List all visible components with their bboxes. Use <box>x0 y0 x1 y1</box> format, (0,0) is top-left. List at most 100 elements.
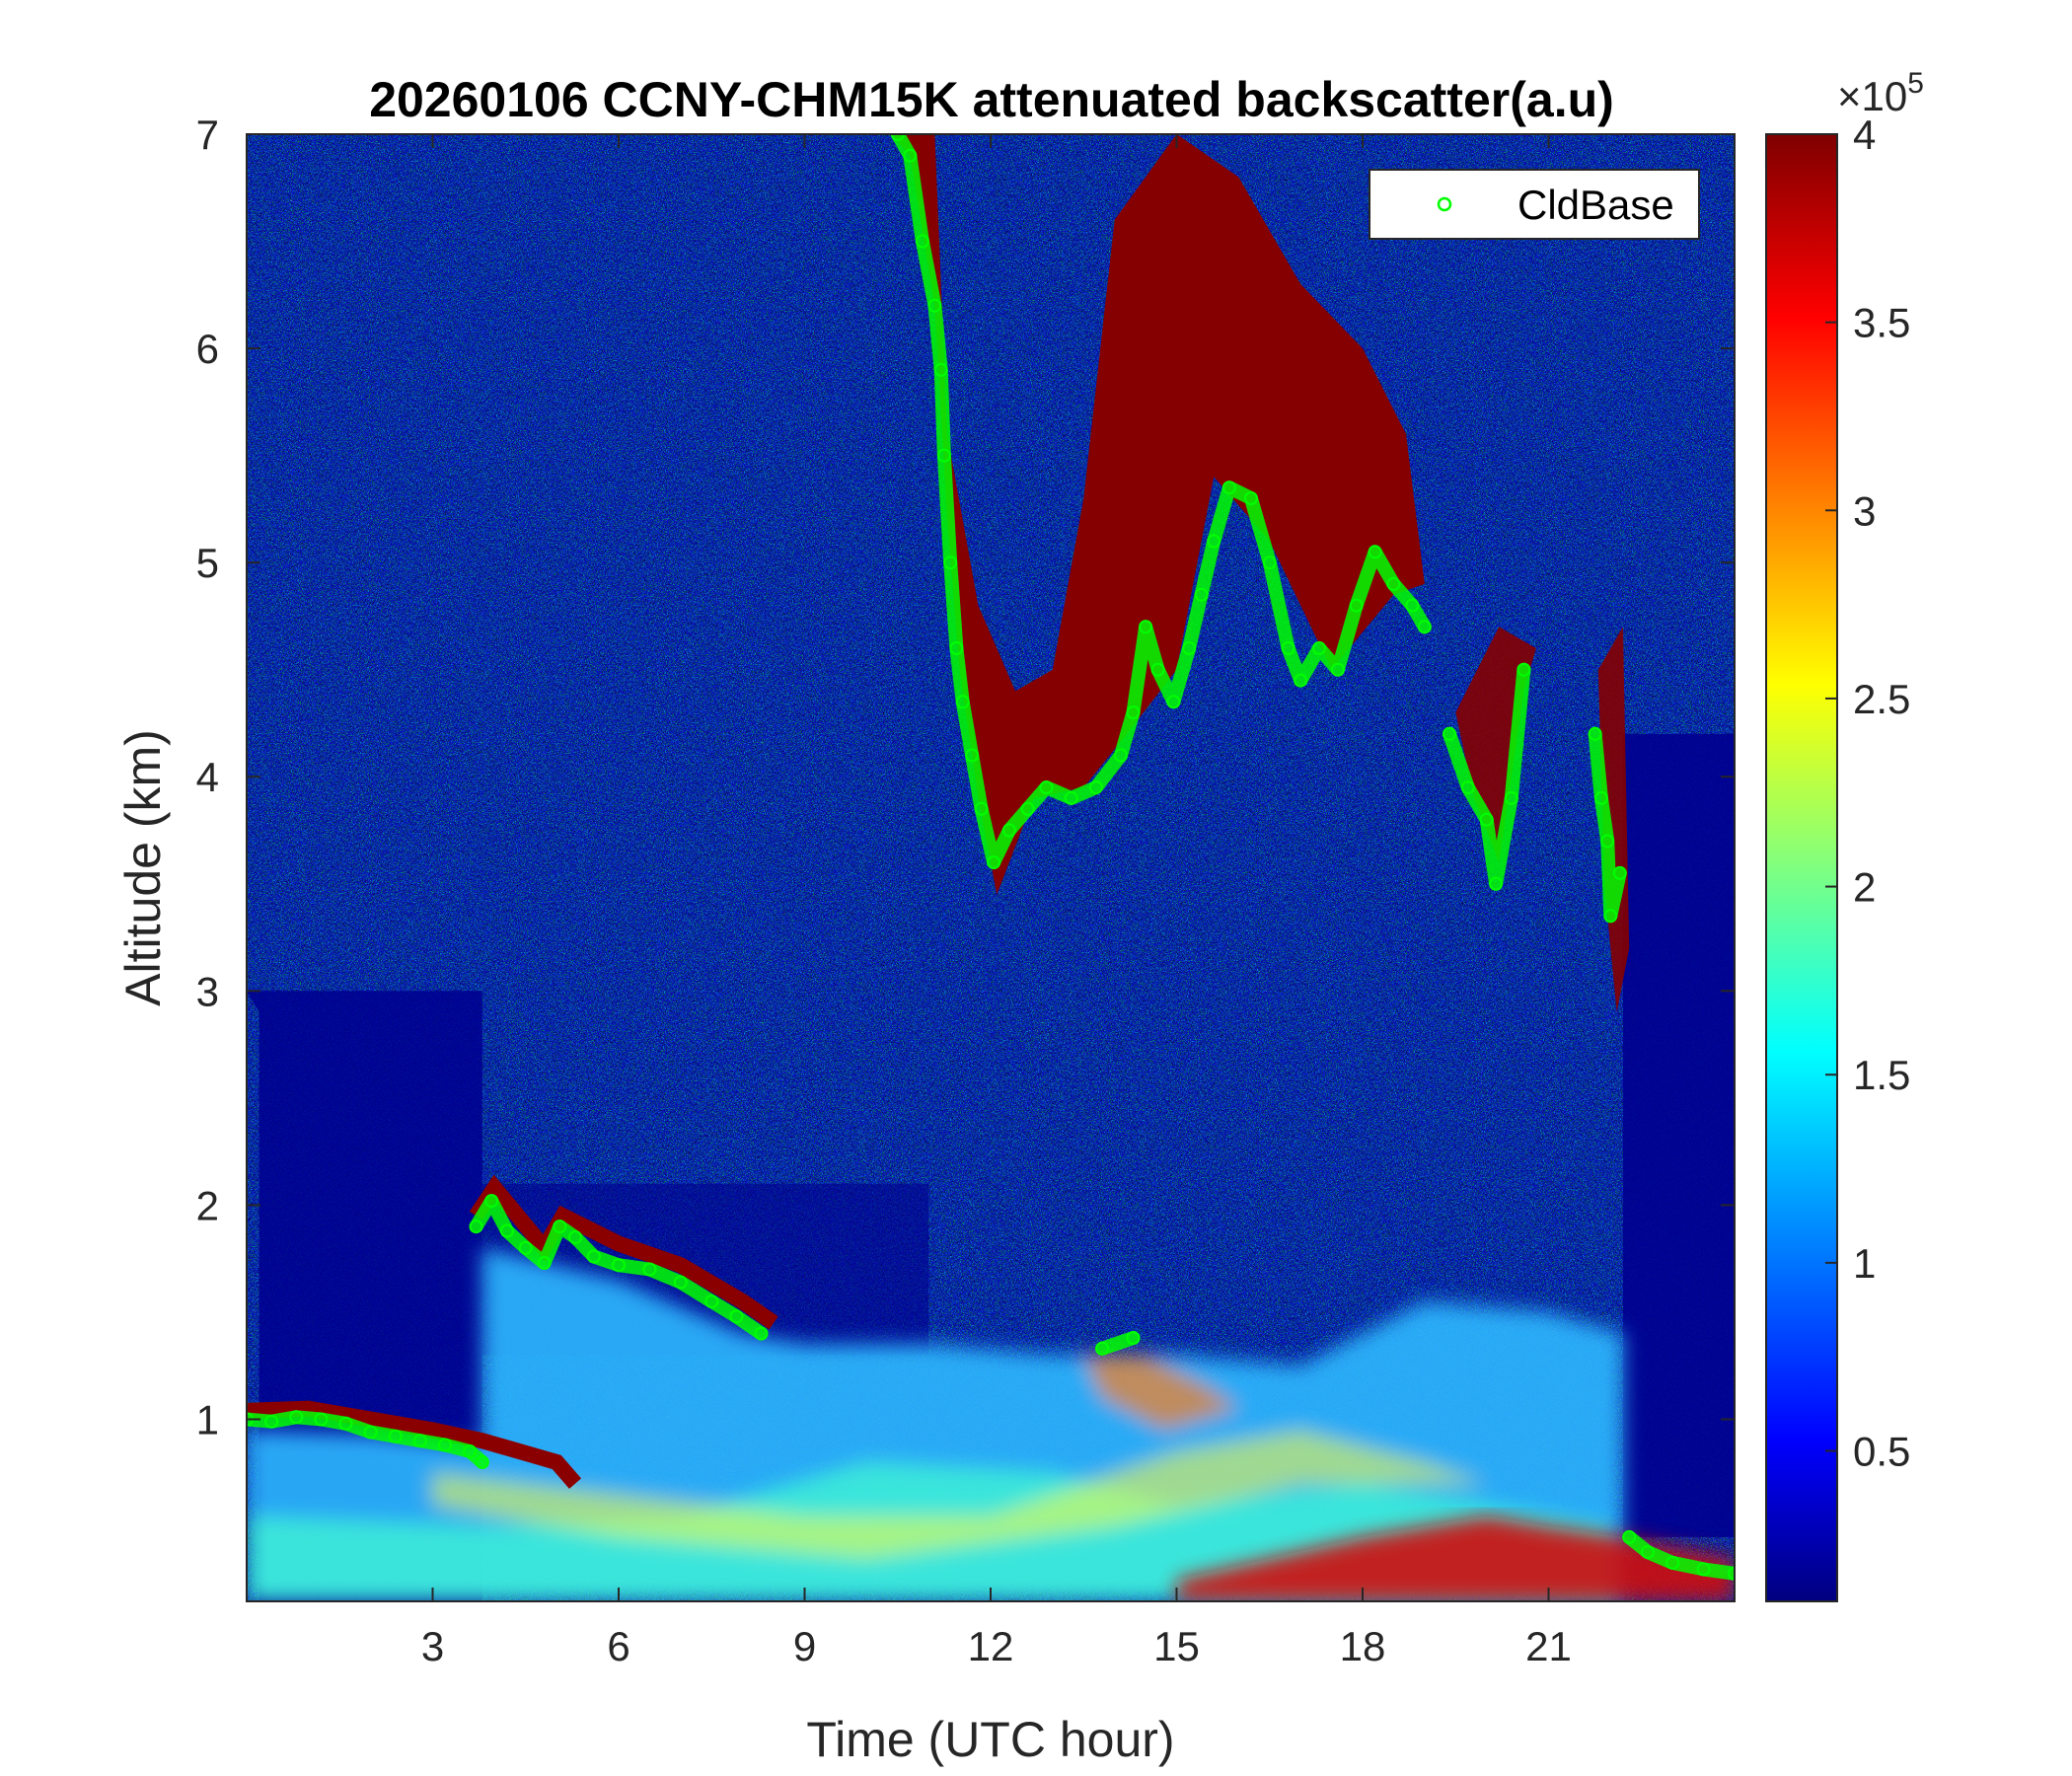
cldbase-point <box>612 1258 626 1273</box>
y-tick-label: 4 <box>196 754 219 800</box>
heatmap-cloud-patch-b <box>1597 627 1630 1012</box>
cldbase-point <box>1088 780 1103 795</box>
cldbase-point <box>1166 695 1181 709</box>
colorbar-ticks: 0.5 1 1.5 2 2.5 3 3.5 4 <box>1825 111 1910 1474</box>
cldbase-point <box>943 555 958 570</box>
heatmap-cloud-high <box>891 134 1425 895</box>
cldbase-point <box>438 1438 453 1452</box>
x-tick-label: 21 <box>1525 1623 1572 1669</box>
cldbase-point <box>1349 598 1364 613</box>
cldbase-point <box>1262 555 1277 570</box>
cldbase-point <box>1095 1341 1110 1356</box>
heatmap-cloud-mid <box>469 1174 778 1330</box>
cldbase-point <box>642 1262 657 1277</box>
cldbase-point <box>1417 620 1432 634</box>
colorbar: 0.5 1 1.5 2 2.5 3 3.5 4 ×105 <box>1765 67 1924 1602</box>
cldbase-point <box>1641 1545 1655 1560</box>
cldbase-point <box>729 1309 744 1324</box>
cldbase-point <box>1405 598 1420 613</box>
colorbar-multiplier-exponent: 5 <box>1907 67 1924 100</box>
cldbase-point <box>1696 1562 1711 1577</box>
cldbase-trace <box>890 134 1432 870</box>
cldbase-point <box>936 448 951 463</box>
cldbase-point <box>1126 1331 1141 1345</box>
cldbase-point <box>1665 1555 1680 1570</box>
cldbase-point <box>915 234 929 249</box>
cldbase-point <box>754 1326 769 1341</box>
colorbar-tick-label: 2.5 <box>1853 676 1910 722</box>
cldbase-segment <box>469 1194 769 1341</box>
cldbase-point <box>1114 748 1128 763</box>
cldbase-point <box>933 362 948 377</box>
cldbase-point <box>499 1223 514 1238</box>
cldbase-point <box>338 1416 353 1431</box>
cldbase-point <box>1221 481 1236 495</box>
y-tick-label: 6 <box>196 326 219 372</box>
cldbase-point <box>927 298 942 313</box>
cldbase-point <box>289 1410 304 1425</box>
x-tick-label: 3 <box>421 1623 444 1669</box>
heatmap-low-signal-right <box>1622 733 1735 1537</box>
cldbase-series <box>247 134 1735 1581</box>
heatmap-cloud-low <box>247 1400 582 1489</box>
cldbase-trace <box>1588 726 1627 924</box>
cldbase-point <box>955 695 970 709</box>
cldbase-point <box>1386 576 1401 591</box>
cldbase-trace <box>247 1410 489 1469</box>
y-tick-label: 5 <box>196 540 219 586</box>
x-axis-title: Time (UTC hour) <box>806 1712 1174 1767</box>
cldbase-point <box>1460 780 1475 795</box>
colorbar-tick-label: 4 <box>1853 111 1876 158</box>
y-axis-ticks: 1 2 3 4 5 6 7 <box>196 111 1735 1443</box>
cldbase-point <box>1443 726 1456 741</box>
x-tick-label: 9 <box>793 1623 816 1669</box>
cldbase-point <box>1182 641 1197 655</box>
cldbase-segment <box>1095 1331 1141 1356</box>
cldbase-point <box>1517 662 1531 677</box>
heatmap-surface-layer <box>1176 1516 1735 1601</box>
cldbase-point <box>1126 705 1141 720</box>
cldbase-point <box>1001 823 1016 838</box>
cldbase-point <box>314 1412 329 1427</box>
legend-marker-icon <box>1437 196 1452 212</box>
cldbase-point <box>1368 545 1382 559</box>
cldbase-point <box>1139 620 1153 634</box>
cldbase-point <box>903 148 918 163</box>
cldbase-point <box>987 855 1001 870</box>
cldbase-segment <box>1622 1529 1735 1581</box>
cldbase-point <box>1281 641 1295 655</box>
cldbase-point <box>1479 812 1494 827</box>
cldbase-point <box>1600 834 1615 849</box>
colorbar-tick-label: 1.5 <box>1853 1052 1910 1098</box>
legend-entry-cldbase: CldBase <box>1517 182 1674 228</box>
cldbase-segment <box>1443 662 1531 891</box>
cldbase-point <box>974 801 989 816</box>
y-tick-label: 2 <box>196 1182 219 1228</box>
legend: CldBase <box>1369 169 1700 240</box>
y-tick-label: 3 <box>196 968 219 1014</box>
cldbase-point <box>1312 641 1326 655</box>
cldbase-point <box>412 1434 427 1448</box>
cldbase-point <box>1588 726 1602 741</box>
cldbase-point <box>1504 790 1518 805</box>
x-tick-label: 15 <box>1153 1623 1200 1669</box>
x-axis-ticks: 3 6 9 12 15 18 21 <box>421 134 1572 1669</box>
cldbase-point <box>1294 673 1308 688</box>
cldbase-point <box>965 748 980 763</box>
cldbase-point <box>1622 1529 1637 1544</box>
cldbase-point <box>1020 801 1035 816</box>
y-tick-label: 1 <box>196 1396 219 1443</box>
cldbase-point <box>1728 1566 1735 1581</box>
colorbar-tick-label: 2 <box>1853 864 1876 911</box>
cldbase-segment <box>1588 726 1627 924</box>
cldbase-point <box>363 1425 378 1440</box>
cldbase-point <box>537 1256 552 1270</box>
colorbar-multiplier-base: ×10 <box>1837 73 1907 119</box>
cldbase-point <box>484 1194 499 1209</box>
x-tick-label: 6 <box>607 1623 629 1669</box>
cldbase-point <box>1039 780 1054 795</box>
cldbase-segment <box>890 134 1432 870</box>
cldbase-point <box>1612 865 1627 880</box>
cldbase-point <box>463 1444 478 1458</box>
